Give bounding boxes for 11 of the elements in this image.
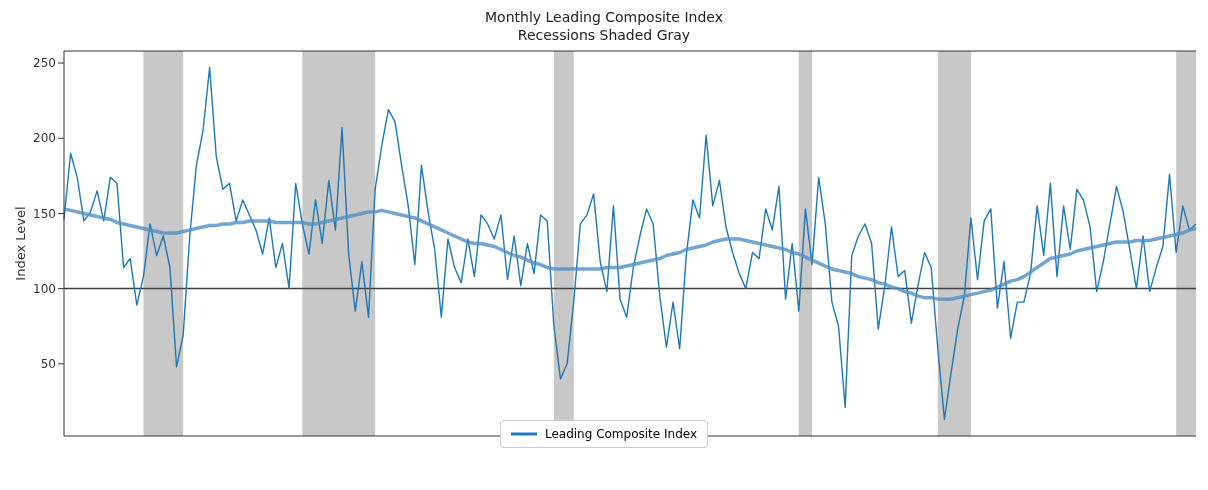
y-tick-label: 100: [33, 281, 56, 296]
legend-label: Leading Composite Index: [544, 427, 698, 441]
chart-title: Monthly Leading Composite Index: [484, 8, 724, 26]
line-series: [62, 207, 1198, 301]
y-tick-label: 250: [33, 56, 56, 71]
line-series: [63, 66, 1197, 421]
y-tick-label: 150: [33, 206, 56, 221]
chart-subtitle: Recessions Shaded Gray: [516, 26, 692, 44]
y-tick-label: 200: [33, 131, 56, 146]
y-tick-label: 50: [40, 357, 56, 372]
y-axis-title: Index Level: [12, 206, 28, 281]
